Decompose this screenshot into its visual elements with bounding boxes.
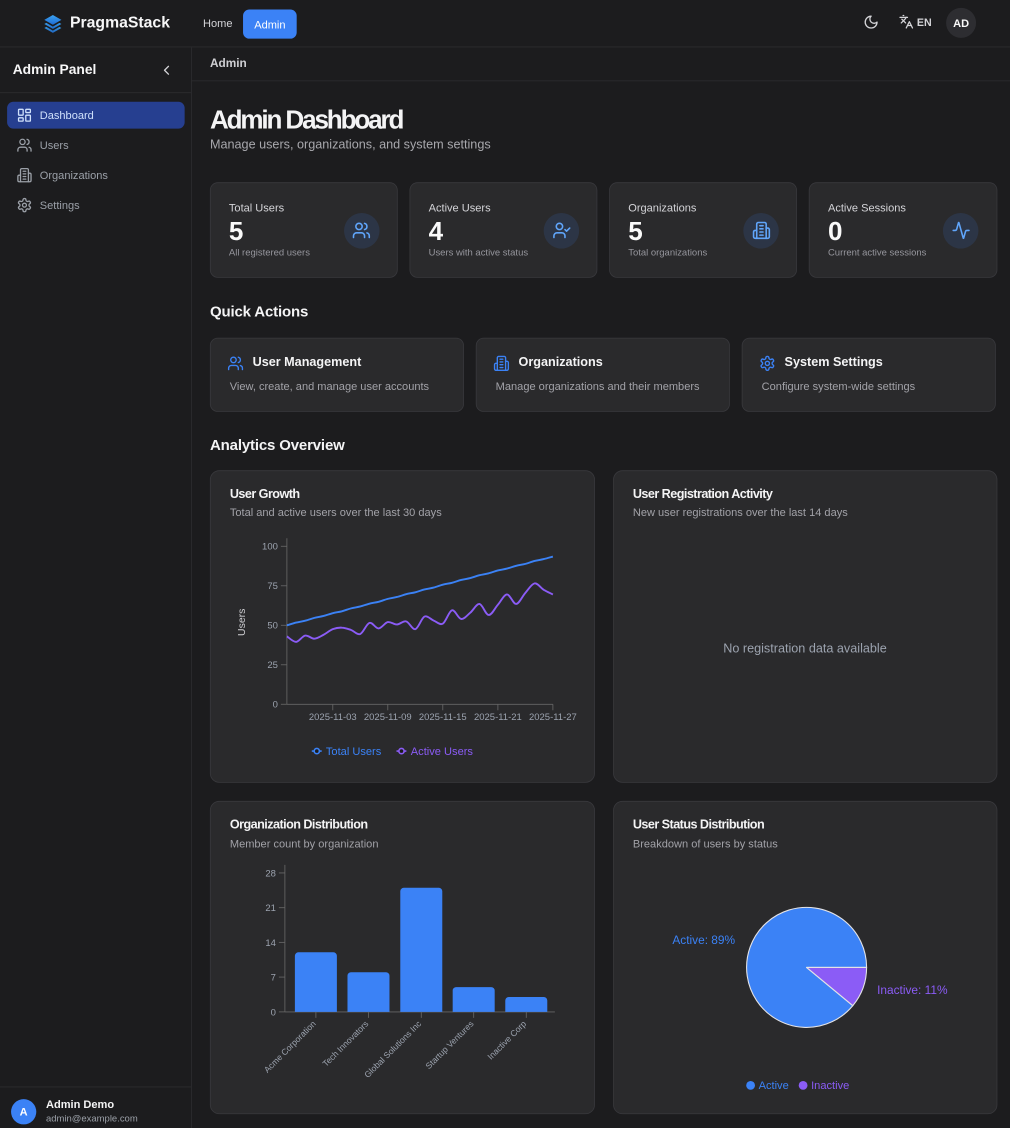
svg-text:2025-11-27: 2025-11-27 [529,711,577,722]
svg-text:25: 25 [267,660,278,671]
svg-text:28: 28 [265,868,276,879]
svg-text:Global Solutions Inc: Global Solutions Inc [362,1018,424,1080]
svg-text:7: 7 [271,973,276,984]
svg-text:Tech Innovators: Tech Innovators [321,1019,371,1069]
svg-text:0: 0 [271,1007,276,1018]
svg-text:14: 14 [265,938,276,949]
svg-text:2025-11-09: 2025-11-09 [364,711,412,722]
svg-text:2025-11-03: 2025-11-03 [309,711,357,722]
svg-text:Total Users: Total Users [326,746,382,758]
svg-text:50: 50 [267,620,278,631]
svg-text:Active: 89%: Active: 89% [672,933,735,947]
svg-text:Active Users: Active Users [411,746,474,758]
svg-text:75: 75 [267,581,278,592]
svg-text:Users: Users [237,608,248,635]
svg-text:Active: Active [758,1080,788,1092]
svg-text:Inactive: Inactive [811,1080,849,1092]
svg-text:2025-11-21: 2025-11-21 [474,711,522,722]
svg-text:2025-11-15: 2025-11-15 [419,711,467,722]
svg-text:0: 0 [273,699,278,710]
svg-text:21: 21 [265,903,276,914]
svg-text:Startup Ventures: Startup Ventures [423,1019,475,1071]
svg-text:100: 100 [262,541,278,552]
svg-text:Inactive: 11%: Inactive: 11% [877,983,948,997]
svg-text:Inactive Corp: Inactive Corp [485,1019,528,1062]
svg-text:Acme Corporation: Acme Corporation [262,1019,318,1075]
